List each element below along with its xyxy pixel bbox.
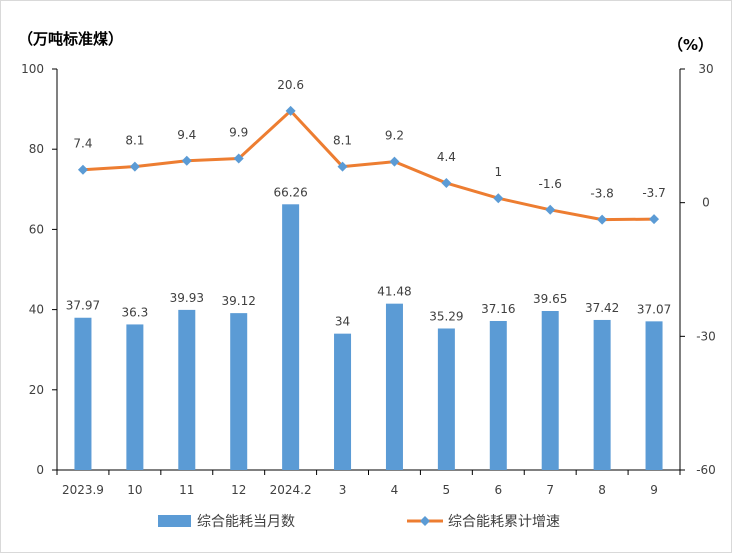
line-marker [649, 214, 660, 225]
bar-data-label: 39.65 [533, 292, 567, 306]
x-tick-label: 4 [391, 483, 399, 497]
legend-bar-swatch [158, 515, 191, 527]
bar [334, 333, 352, 470]
x-tick-label: 7 [546, 483, 554, 497]
x-tick-label: 12 [231, 483, 246, 497]
x-tick-label: 5 [443, 483, 451, 497]
line-marker [545, 204, 556, 215]
bar-data-label: 66.26 [273, 185, 307, 199]
line-data-label: 4.4 [437, 150, 456, 164]
line-marker [285, 105, 296, 116]
left-axis-unit: （万吨标准煤） [18, 30, 123, 48]
bar-data-label: 37.07 [637, 302, 671, 316]
x-tick-label: 8 [598, 483, 606, 497]
line-marker [77, 164, 88, 175]
line-series [82, 109, 655, 222]
x-tick-label: 11 [179, 483, 194, 497]
bar [541, 311, 559, 470]
bar [437, 328, 455, 470]
left-tick-label: 0 [36, 463, 44, 477]
bar [230, 313, 248, 470]
right-tick-label: -30 [696, 329, 716, 343]
line-data-label: 8.1 [333, 134, 352, 148]
line-data-label: -1.6 [538, 177, 561, 191]
bar-data-label: 39.93 [170, 291, 204, 305]
line-data-label: 9.9 [229, 126, 248, 140]
bar [593, 319, 611, 470]
left-tick-label: 100 [21, 62, 44, 76]
bar-data-label: 36.3 [122, 305, 149, 319]
line-marker [233, 153, 244, 164]
x-tick-label: 6 [494, 483, 502, 497]
line-data-label: 7.4 [73, 137, 92, 151]
legend-line-label: 综合能耗累计增速 [448, 514, 560, 530]
x-tick-label: 10 [127, 483, 142, 497]
bar [489, 320, 507, 470]
bar [126, 324, 144, 470]
left-tick-label: 60 [29, 222, 44, 236]
bar-data-label: 37.42 [585, 301, 619, 315]
line-data-label: 1 [494, 165, 502, 179]
bar [178, 309, 196, 470]
line-marker [493, 193, 504, 204]
right-tick-label: 0 [702, 196, 710, 210]
x-tick-label: 9 [650, 483, 658, 497]
bar [282, 204, 300, 470]
legend-bar-label: 综合能耗当月数 [197, 514, 295, 530]
bar-data-label: 41.48 [377, 285, 411, 299]
left-tick-label: 80 [29, 142, 44, 156]
line-marker [181, 155, 192, 166]
line-marker [129, 161, 140, 172]
line-marker [389, 156, 400, 167]
line-marker [597, 214, 608, 225]
line-data-label: 8.1 [125, 134, 144, 148]
bar [385, 303, 403, 470]
bar [645, 321, 663, 470]
line-data-label: 9.2 [385, 129, 404, 143]
line-marker [441, 178, 452, 189]
bar-data-label: 37.16 [481, 302, 515, 316]
x-tick-label: 2023.9 [62, 483, 104, 497]
left-tick-label: 40 [29, 303, 44, 317]
right-tick-label: 30 [698, 62, 713, 76]
right-tick-label: -60 [696, 463, 716, 477]
line-marker [337, 161, 348, 172]
left-tick-label: 20 [29, 383, 44, 397]
bar-data-label: 35.29 [429, 309, 463, 323]
x-tick-label: 2024.2 [270, 483, 312, 497]
line-data-label: -3.7 [642, 186, 665, 200]
right-axis-unit: （%） [668, 36, 713, 54]
bar-data-label: 37.97 [66, 299, 100, 313]
bar-data-label: 34 [335, 315, 350, 329]
legend-line-marker [420, 516, 430, 526]
line-data-label: -3.8 [590, 187, 613, 201]
line-data-label: 9.4 [177, 128, 196, 142]
x-tick-label: 3 [339, 483, 347, 497]
line-data-label: 20.6 [277, 78, 304, 92]
bar-data-label: 39.12 [222, 294, 256, 308]
bar [74, 317, 92, 470]
